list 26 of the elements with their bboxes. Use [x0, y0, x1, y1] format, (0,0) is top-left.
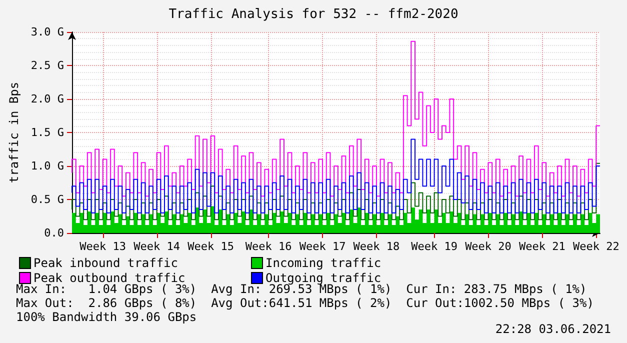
text: 22:28 03.06.2021: [495, 322, 611, 336]
y-tick-label: 2.0 G: [30, 92, 64, 106]
legend-label: Incoming traffic: [266, 256, 382, 270]
y-tick-label: 1.5 G: [30, 126, 64, 139]
text: 100% Bandwidth 39.06 GBps: [16, 310, 197, 324]
x-tick-label: Week 16: [245, 240, 292, 253]
y-tick-label: 2.5 G: [30, 59, 64, 72]
legend-label: Peak inbound traffic: [34, 256, 178, 270]
x-tick-label: Week 13: [80, 240, 126, 253]
x-tick-label: Week 14: [134, 240, 180, 253]
y-tick-label: 0.5 G: [30, 193, 64, 206]
x-tick-label: Week 18: [353, 240, 400, 253]
legend-label: Outgoing traffic: [266, 271, 382, 285]
x-tick-label: Week 17: [299, 240, 346, 253]
x-tick-label: Week 19: [411, 240, 458, 253]
text: Max Out: 2.86 GBps ( 8%) Avg Out:641.51 MBps ( 2%) Cur Out:1002.50 MBps ( 3%): [16, 296, 594, 310]
chart-title: Traffic Analysis for 532 -- ffm2-2020: [168, 7, 458, 22]
x-tick-label: Week 21: [519, 240, 566, 253]
y-axis-title: traffic in Bps: [7, 82, 21, 184]
y-tick-label: 1.0 G: [30, 160, 64, 172]
y-tick-label: 0.0: [44, 226, 64, 240]
y-tick-label: 3.0 G: [30, 26, 64, 38]
x-tick-label: Week 20: [465, 240, 512, 253]
legend-label: Peak outbound traffic: [34, 271, 186, 285]
x-tick-label: Week 22: [572, 240, 620, 253]
x-tick-label: Week 15: [188, 240, 234, 253]
